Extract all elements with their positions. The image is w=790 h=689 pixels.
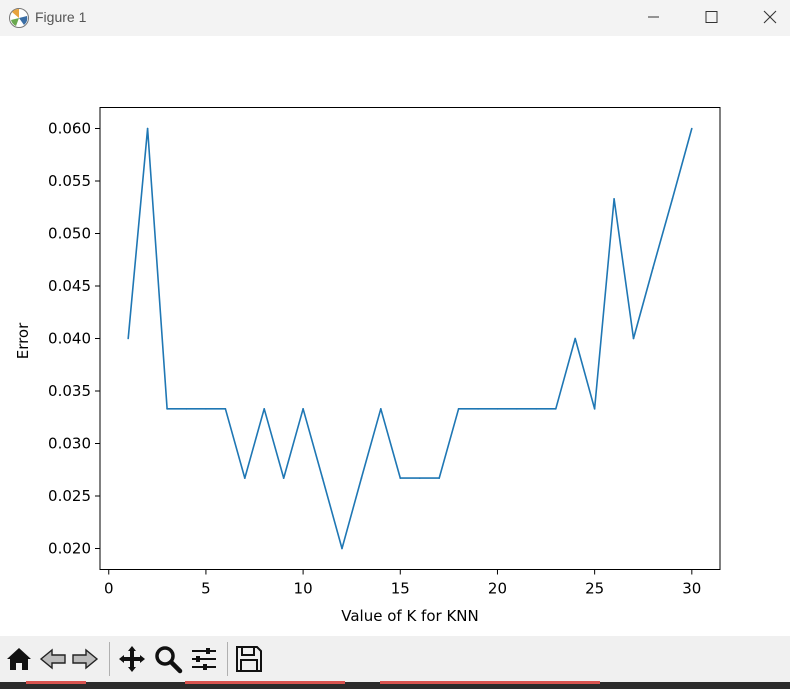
data-point — [691, 127, 693, 130]
data-point — [282, 477, 285, 479]
y-tick-label: 0.045 — [48, 277, 91, 295]
data-point — [380, 408, 382, 410]
x-tick-label: 25 — [585, 580, 604, 598]
data-point — [554, 408, 557, 410]
line-chart: 0 5 10 15 20 25 30 0.0200.0250.0300.0350.0400.… — [14, 107, 721, 625]
data-point — [302, 408, 304, 410]
x-tick-label: 10 — [294, 580, 313, 598]
x-tick-label: 20 — [488, 580, 507, 598]
data-point — [399, 477, 402, 479]
y-tick-label: 0.050 — [48, 225, 91, 243]
x-tick-label: 30 — [682, 580, 701, 598]
forward-icon — [72, 648, 99, 670]
pan-icon — [119, 646, 145, 672]
y-tick-label: 0.030 — [48, 435, 91, 453]
data-point — [205, 408, 207, 410]
data-point — [438, 477, 440, 479]
maximize-icon — [705, 11, 718, 23]
toolbar-separator — [227, 642, 228, 676]
configure-subplots-button[interactable] — [189, 644, 219, 674]
navigation-toolbar — [0, 636, 790, 682]
maximize-button[interactable] — [688, 0, 734, 36]
data-point — [613, 198, 615, 200]
y-tick-label: 0.040 — [48, 330, 91, 348]
data-point — [652, 267, 654, 269]
data-point — [146, 127, 149, 130]
series-points — [127, 127, 693, 550]
data-point — [185, 408, 188, 410]
toolbar-separator — [109, 642, 110, 676]
minimize-icon — [648, 16, 659, 18]
forward-button[interactable] — [70, 644, 100, 674]
title-bar: Figure 1 — [0, 0, 790, 36]
data-point — [671, 198, 674, 200]
configure-subplots-icon — [192, 648, 216, 670]
data-point — [243, 477, 246, 479]
window-title: Figure 1 — [35, 9, 87, 25]
x-tick-label: 5 — [201, 580, 211, 598]
pan-button[interactable] — [117, 644, 147, 674]
data-point — [127, 337, 129, 340]
data-point — [224, 408, 227, 410]
minimize-button[interactable] — [630, 0, 676, 36]
data-point — [263, 408, 266, 410]
zoom-icon — [155, 646, 183, 674]
home-button[interactable] — [4, 644, 34, 674]
zoom-button[interactable] — [153, 644, 183, 674]
y-tick-label: 0.020 — [48, 540, 91, 558]
y-tick-label: 0.035 — [48, 382, 91, 400]
plot-area — [99, 107, 721, 570]
data-point — [574, 337, 577, 340]
close-icon — [763, 10, 777, 24]
data-point — [457, 408, 460, 410]
y-axis-label: Error — [14, 322, 32, 359]
y-axis: 0.020 0.025 0.030 0.035 0.040 0.045 0.050 0.055… — [48, 120, 100, 558]
x-tick-label: 0 — [104, 580, 114, 598]
data-point — [496, 408, 499, 410]
figure-canvas: 0 5 10 15 20 25 30 0.020 0.025 0.030 0.035 0.040 0.… — [0, 36, 790, 636]
data-point — [166, 408, 168, 410]
y-tick-label: 0.055 — [48, 172, 91, 190]
data-point — [516, 408, 518, 410]
save-icon — [236, 646, 262, 672]
data-point — [321, 477, 324, 479]
home-icon — [7, 648, 31, 670]
data-point — [341, 547, 343, 550]
error-series-line — [127, 127, 693, 550]
data-point — [593, 408, 596, 410]
close-button[interactable] — [745, 0, 790, 36]
x-axis-label: Value of K for KNN — [341, 607, 478, 625]
back-icon — [39, 648, 66, 670]
data-point — [360, 477, 363, 479]
y-tick-label: 0.025 — [48, 487, 91, 505]
data-point — [418, 477, 421, 479]
data-point — [632, 337, 635, 340]
background-window-strip — [0, 681, 790, 689]
app-icon — [9, 8, 29, 28]
data-point — [477, 408, 479, 410]
save-button[interactable] — [234, 644, 264, 674]
data-point — [535, 408, 538, 410]
y-tick-label: 0.060 — [48, 120, 91, 138]
x-tick-label: 15 — [391, 580, 410, 598]
x-axis: 0 5 10 15 20 25 30 — [104, 569, 701, 598]
back-button[interactable] — [38, 644, 68, 674]
